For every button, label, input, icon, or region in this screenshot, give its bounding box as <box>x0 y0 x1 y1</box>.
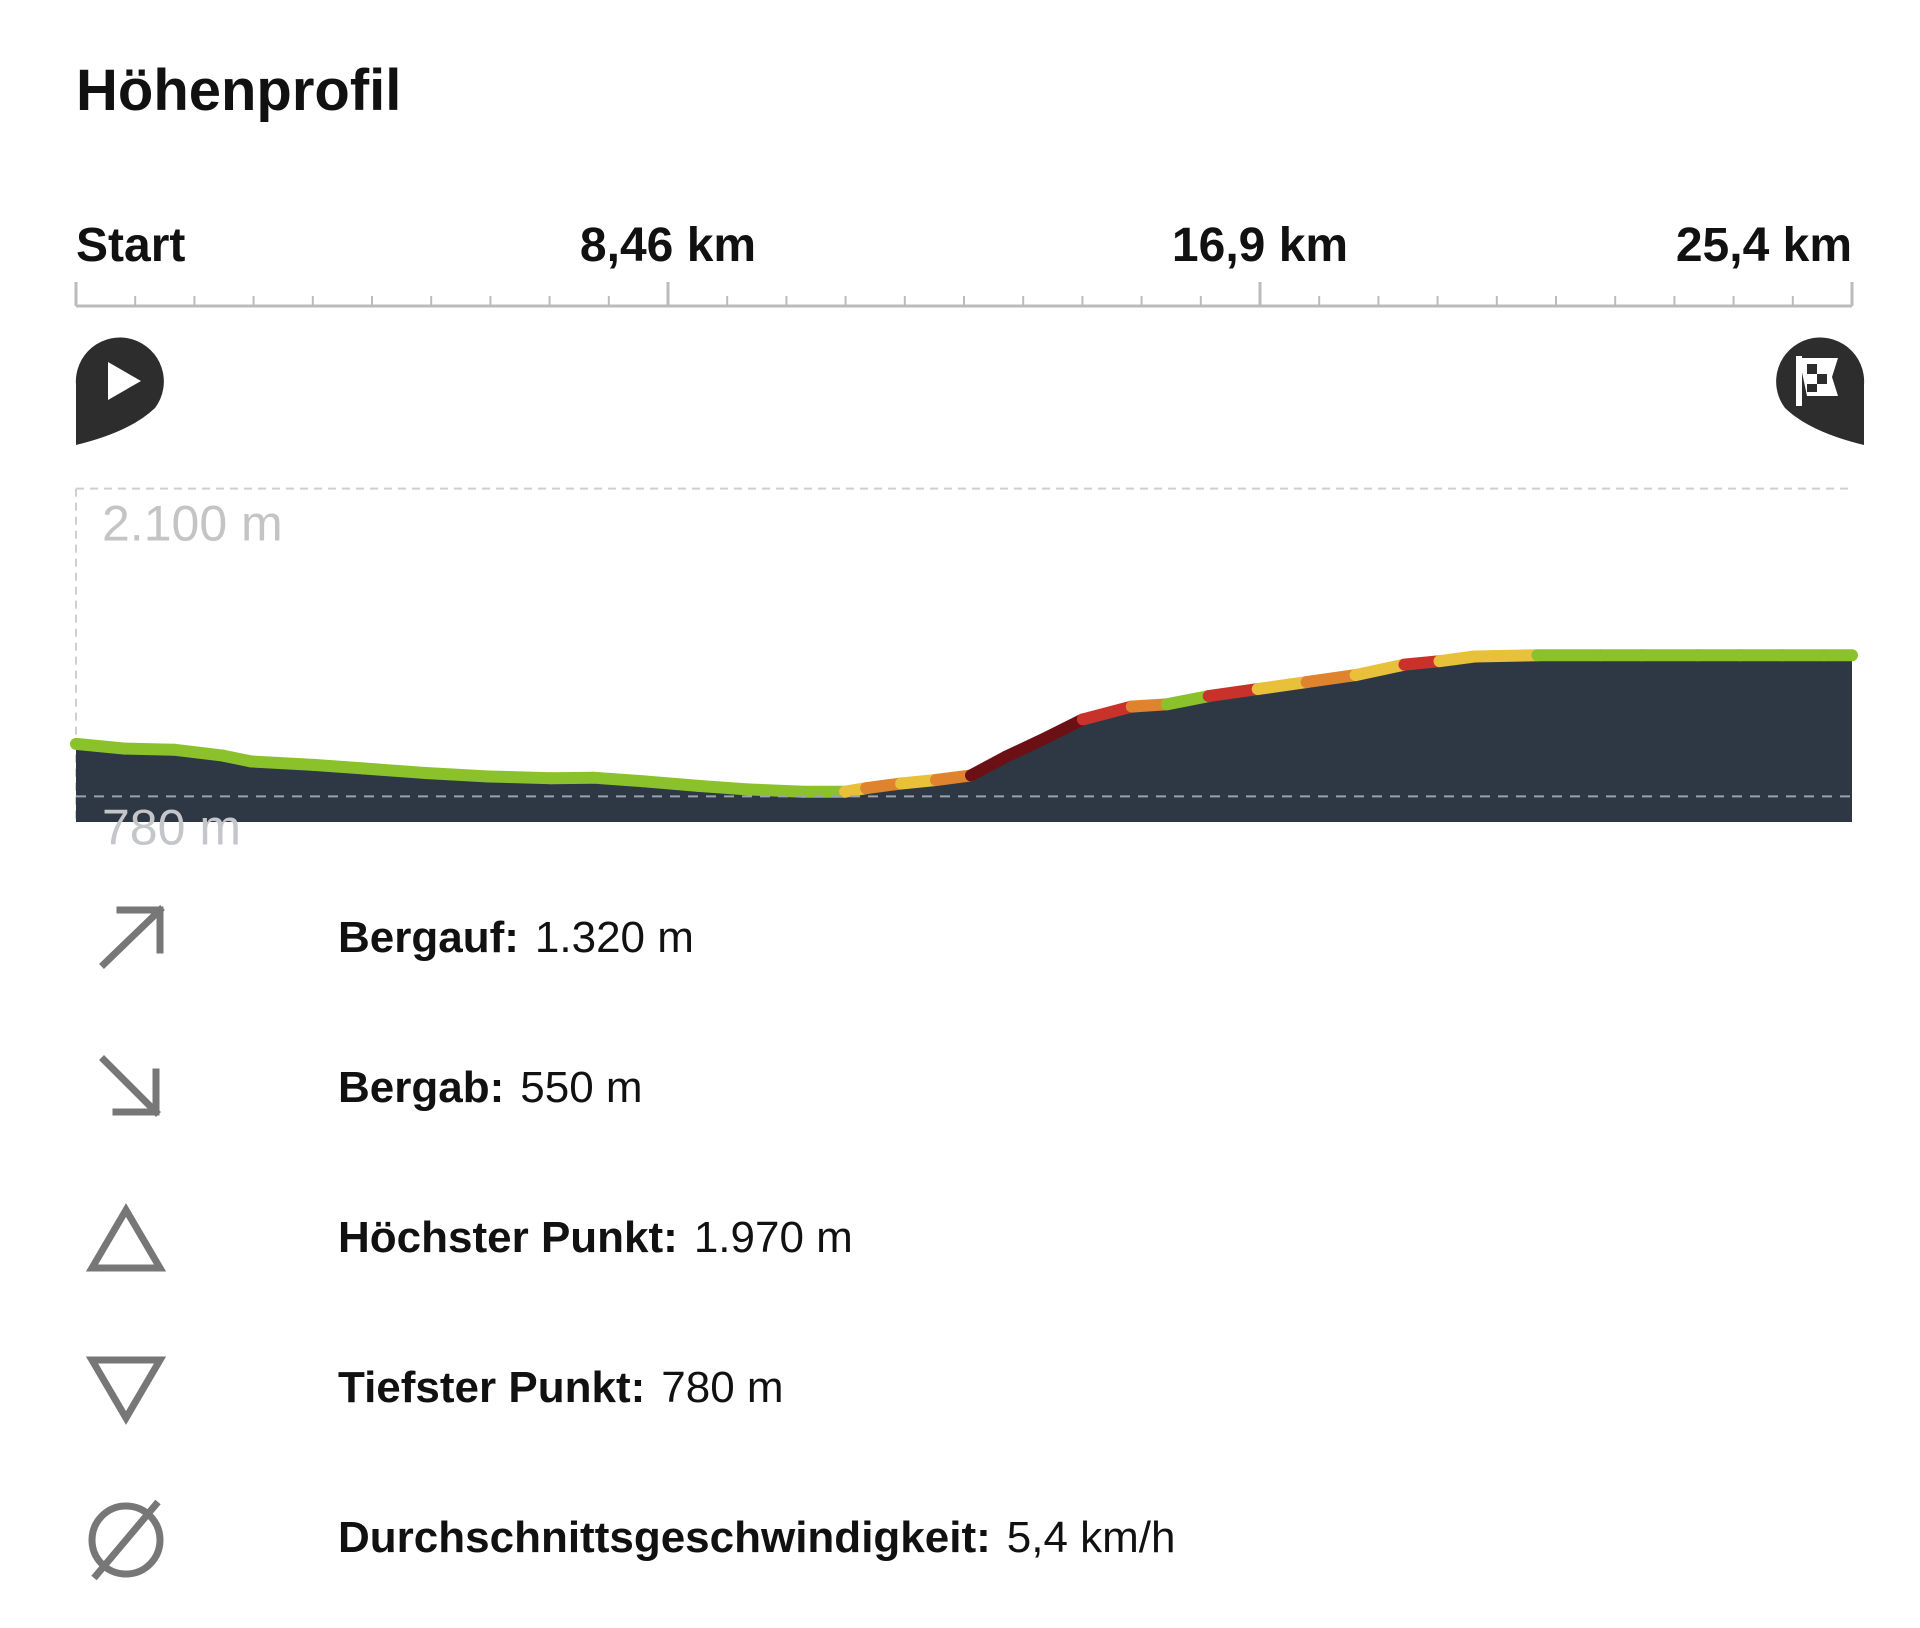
stat-label: Bergauf: <box>338 913 519 962</box>
elevation-chart: 2.100 m 780 m <box>70 282 1865 855</box>
play-icon <box>108 362 141 400</box>
distance-tick-label-2: 16,9 km <box>1171 219 1349 272</box>
reference-label-max: 2.100 m <box>102 496 283 552</box>
profile-segment-gentle <box>692 779 754 796</box>
distance-tick-label-end: 25,4 km <box>1675 219 1852 272</box>
triangle-down-icon <box>85 1356 167 1425</box>
profile-segment-steep <box>1300 669 1362 689</box>
stat-value: 1.970 m <box>693 1213 853 1262</box>
stat-value: 5,4 km/h <box>1006 1513 1176 1562</box>
stat-label: Höchster Punkt: <box>338 1213 678 1262</box>
profile-segment-gentle <box>636 775 705 792</box>
profile-segment-gentle <box>419 767 495 783</box>
page-title: Höhenprofil <box>76 58 402 123</box>
profile-segment-gentle <box>741 783 810 798</box>
stat-label: Bergab: <box>338 1063 505 1112</box>
stat-row-descent: Bergab: 550 m <box>0 1038 1920 1138</box>
stat-row-average-speed: Durchschnittsgeschwindigkeit: 5,4 km/h <box>0 1488 1920 1588</box>
profile-segment-moderate <box>1468 649 1544 663</box>
profile-segment-gentle <box>545 771 600 785</box>
profile-segment-gentle <box>70 737 131 755</box>
arrow-down-right-icon <box>99 1055 161 1117</box>
profile-segment-very-steep <box>1202 683 1264 703</box>
profile-segment-gentle <box>482 770 558 785</box>
profile-segment-gentle <box>167 743 229 762</box>
finish-marker-icon[interactable] <box>1776 337 1865 445</box>
profile-segment-moderate <box>1349 658 1411 682</box>
profile-segment-gentle <box>118 742 180 756</box>
profile-segment-gentle <box>307 758 369 775</box>
profile-segment-extreme <box>1041 713 1089 743</box>
profile-segment-gentle <box>1160 690 1215 711</box>
profile-segment-extreme <box>965 750 1012 782</box>
distance-tick-label-start: Start <box>76 219 186 272</box>
start-marker-icon[interactable] <box>75 337 164 445</box>
reference-label-min: 780 m <box>102 799 241 855</box>
stat-label: Tiefster Punkt: <box>338 1363 646 1412</box>
profile-segment-gentle <box>244 755 320 771</box>
stat-value: 550 m <box>520 1063 643 1112</box>
profile-segment-gentle <box>356 762 432 779</box>
distance-axis <box>74 282 1854 308</box>
elevation-profile-line <box>70 649 1858 798</box>
stat-row-ascent: Bergauf: 1.320 m <box>0 888 1920 988</box>
stat-value: 780 m <box>661 1363 784 1412</box>
profile-segment-very-steep <box>1076 700 1138 726</box>
profile-segment-moderate <box>1251 676 1313 696</box>
distance-tick-label-1: 8,46 km <box>579 219 757 272</box>
triangle-up-icon <box>85 1203 167 1272</box>
stat-label: Durchschnittsgeschwindigkeit: <box>338 1513 991 1562</box>
checkered-flag-icon <box>1796 356 1838 406</box>
stat-row-highest-point: Höchster Punkt: 1.970 m <box>0 1188 1920 1288</box>
average-symbol-icon <box>88 1499 164 1580</box>
stat-row-lowest-point: Tiefster Punkt: 780 m <box>0 1338 1920 1438</box>
profile-segment-extreme <box>1000 730 1054 763</box>
profile-segment-gentle <box>587 771 649 788</box>
arrow-up-right-icon <box>99 905 165 969</box>
stat-value: 1.320 m <box>534 913 694 962</box>
